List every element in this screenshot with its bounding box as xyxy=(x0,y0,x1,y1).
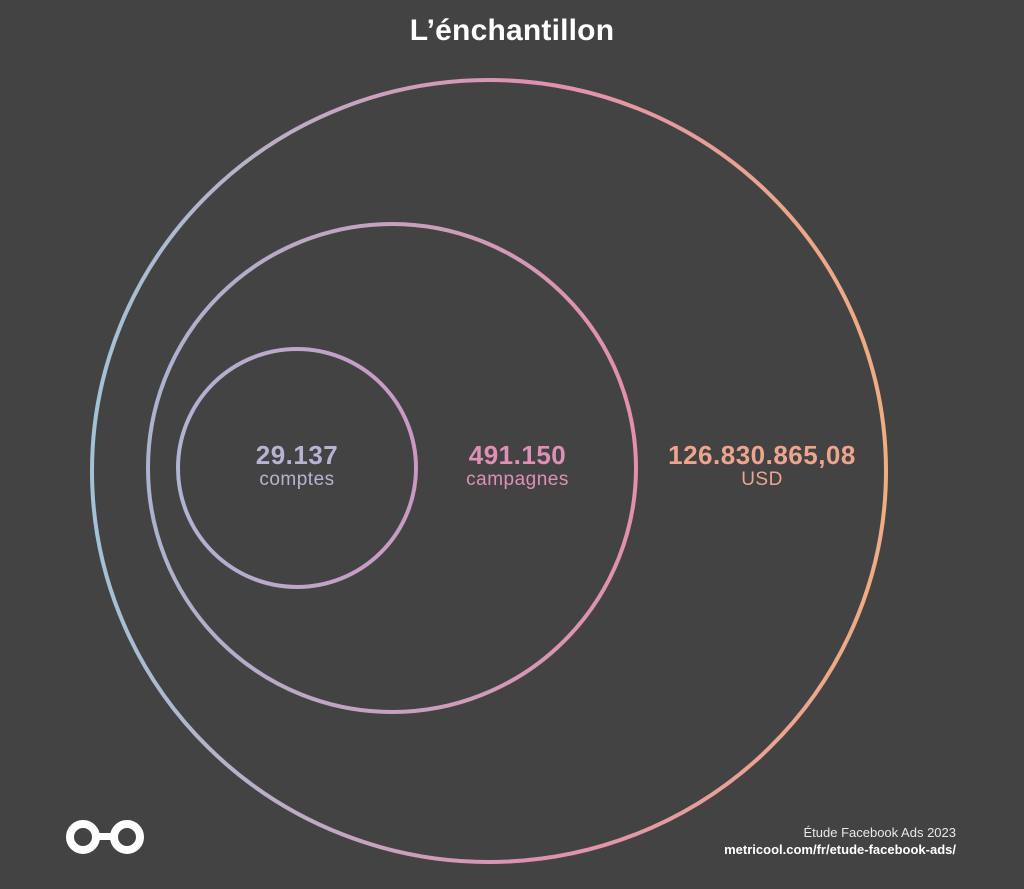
page-title: L’énchantillon xyxy=(409,14,615,47)
accounts-unit: comptes xyxy=(259,469,335,490)
inner-circle-label: 29.137 comptes xyxy=(232,441,362,491)
inner-circle xyxy=(176,347,418,589)
outer-circle-label: 126.830.865,08 USD xyxy=(640,441,884,491)
infinity-loop-icon xyxy=(66,820,144,854)
accounts-count: 29.137 xyxy=(255,440,339,470)
campaigns-unit: campagnes xyxy=(466,469,569,490)
campaigns-count: 491.150 xyxy=(468,440,567,470)
middle-circle-label: 491.150 campagnes xyxy=(440,441,595,491)
middle-circle xyxy=(146,222,638,714)
spend-unit: USD xyxy=(741,469,783,490)
outer-circle xyxy=(90,78,888,864)
study-name: Étude Facebook Ads 2023 xyxy=(803,825,956,840)
source-url[interactable]: metricool.com/fr/etude-facebook-ads/ xyxy=(724,842,956,857)
spend-amount: 126.830.865,08 xyxy=(668,440,856,470)
footer-credit: Étude Facebook Ads 2023 metricool.com/fr… xyxy=(724,824,956,858)
